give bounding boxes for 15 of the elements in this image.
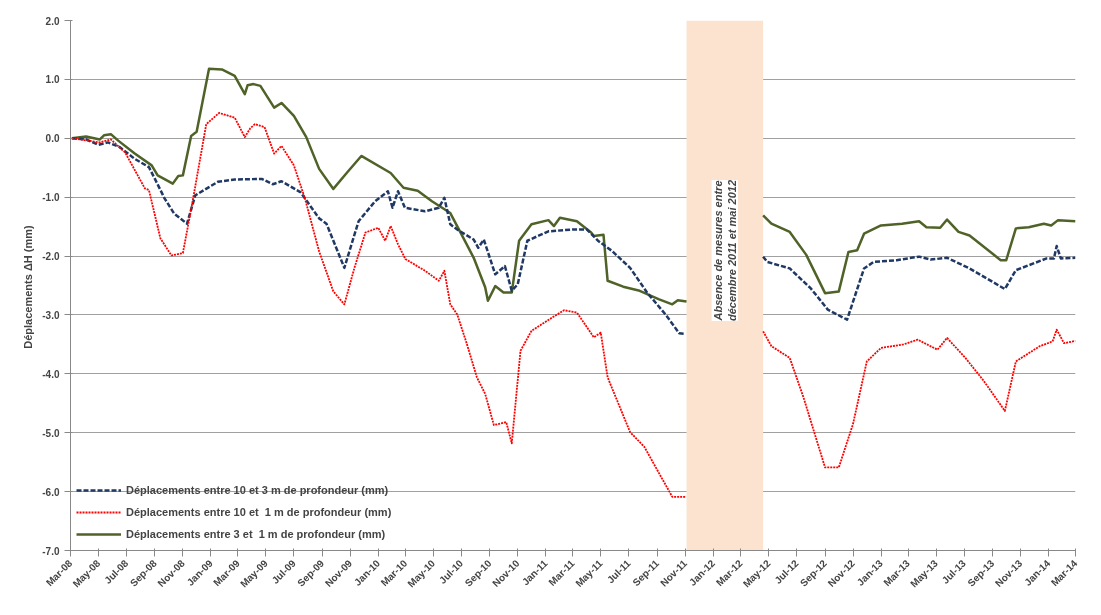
y-tick-label: 0.0 (45, 133, 60, 145)
y-tick-label: -7.0 (42, 545, 60, 557)
y-tick-label: -1.0 (42, 192, 60, 204)
y-tick-label: -4.0 (42, 368, 60, 380)
y-tick-label: 1.0 (45, 74, 60, 86)
y-tick-label: -6.0 (42, 486, 60, 498)
y-tick-label: -5.0 (42, 427, 60, 439)
y-tick-label: 2.0 (45, 15, 60, 27)
y-axis-title: Déplacements ΔH (mm) (22, 224, 35, 349)
y-tick-label: -3.0 (42, 309, 60, 321)
band-label: Absence de mesures entre décembre 2011 et mai 2012 (711, 179, 739, 322)
y-tick-label: -2.0 (42, 251, 60, 263)
legend-label: Déplacements entre 3 et 1 m de profondeur (mm) (126, 528, 386, 540)
legend-label: Déplacements entre 10 et 3 m de profondeur (mm) (126, 484, 389, 496)
legend-label: Déplacements entre 10 et 1 m de profondeur (mm) (126, 506, 392, 518)
